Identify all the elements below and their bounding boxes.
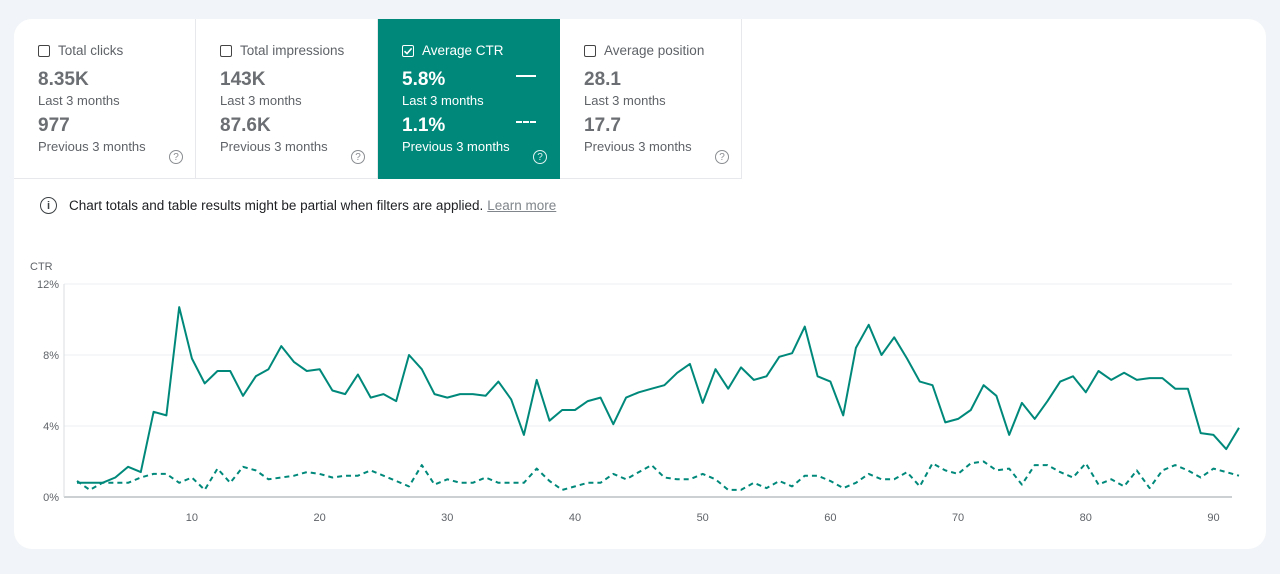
ctr-line-chart: CTR 0% 4% 8% 12% 10 20 30 40 50 60 70 80 90 <box>30 261 1240 524</box>
metric-tiles: Total clicks 8.35K Last 3 months 977 Pre… <box>14 19 742 179</box>
metric-current-value: 143K <box>220 69 266 90</box>
x-tick-label: 70 <box>952 512 964 524</box>
metric-header: Total impressions <box>220 43 344 58</box>
metric-current-value: 5.8% <box>402 69 446 90</box>
filter-notice: i Chart totals and table results might b… <box>40 197 556 214</box>
x-tick-label: 50 <box>697 512 709 524</box>
x-tick-label: 80 <box>1080 512 1092 524</box>
metric-previous-value: 1.1% <box>402 115 446 136</box>
series-line-previous <box>76 460 1240 491</box>
y-tick-label: 12% <box>37 279 59 291</box>
x-tick-label: 30 <box>441 512 453 524</box>
series-line-current <box>77 306 1240 484</box>
checkbox-icon[interactable] <box>584 44 596 57</box>
metric-previous-period: Previous 3 months <box>402 139 510 154</box>
metric-previous-period: Previous 3 months <box>584 139 692 154</box>
x-tick-label: 20 <box>313 512 325 524</box>
info-icon: i <box>40 197 57 214</box>
metric-label: Total impressions <box>240 43 345 58</box>
checkbox-checked-icon[interactable] <box>402 44 414 57</box>
x-tick-label: 40 <box>569 512 581 524</box>
checkbox-icon[interactable] <box>220 44 232 57</box>
y-tick-label: 8% <box>43 350 59 362</box>
metric-label: Total clicks <box>58 43 124 58</box>
dashed-line-legend-icon <box>516 121 536 123</box>
metric-label: Average position <box>604 43 705 58</box>
metric-average-position[interactable]: Average position 28.1 Last 3 months 17.7… <box>560 19 742 179</box>
help-icon[interactable]: ? <box>715 150 729 164</box>
metric-average-ctr[interactable]: Average CTR 5.8% Last 3 months 1.1% Prev… <box>378 19 560 179</box>
metric-current-period: Last 3 months <box>220 93 302 108</box>
metric-current-period: Last 3 months <box>402 93 484 108</box>
checkbox-icon[interactable] <box>38 44 50 57</box>
solid-line-legend-icon <box>516 75 536 77</box>
metric-header: Total clicks <box>38 43 123 58</box>
help-icon[interactable]: ? <box>169 150 183 164</box>
metric-previous-value: 17.7 <box>584 115 621 136</box>
y-tick-label: 4% <box>43 421 59 433</box>
x-tick-label: 10 <box>186 512 198 524</box>
help-icon[interactable]: ? <box>351 150 365 164</box>
metric-previous-period: Previous 3 months <box>220 139 328 154</box>
y-axis-label: CTR <box>30 261 53 273</box>
performance-card: Total clicks 8.35K Last 3 months 977 Pre… <box>14 19 1266 549</box>
y-tick-label: 0% <box>43 492 59 504</box>
x-tick-label: 60 <box>824 512 836 524</box>
metric-current-value: 28.1 <box>584 69 621 90</box>
metric-current-period: Last 3 months <box>38 93 120 108</box>
metric-previous-value: 977 <box>38 115 70 136</box>
x-tick-label: 90 <box>1207 512 1219 524</box>
metric-total-impressions[interactable]: Total impressions 143K Last 3 months 87.… <box>196 19 378 179</box>
metric-total-clicks[interactable]: Total clicks 8.35K Last 3 months 977 Pre… <box>14 19 196 179</box>
metric-previous-value: 87.6K <box>220 115 271 136</box>
metric-label: Average CTR <box>422 43 504 58</box>
metric-current-period: Last 3 months <box>584 93 666 108</box>
help-icon[interactable]: ? <box>533 150 547 164</box>
metric-previous-period: Previous 3 months <box>38 139 146 154</box>
metric-current-value: 8.35K <box>38 69 89 90</box>
metric-header: Average CTR <box>402 43 504 58</box>
metric-header: Average position <box>584 43 704 58</box>
notice-text: Chart totals and table results might be … <box>69 198 484 213</box>
learn-more-link[interactable]: Learn more <box>487 198 557 213</box>
